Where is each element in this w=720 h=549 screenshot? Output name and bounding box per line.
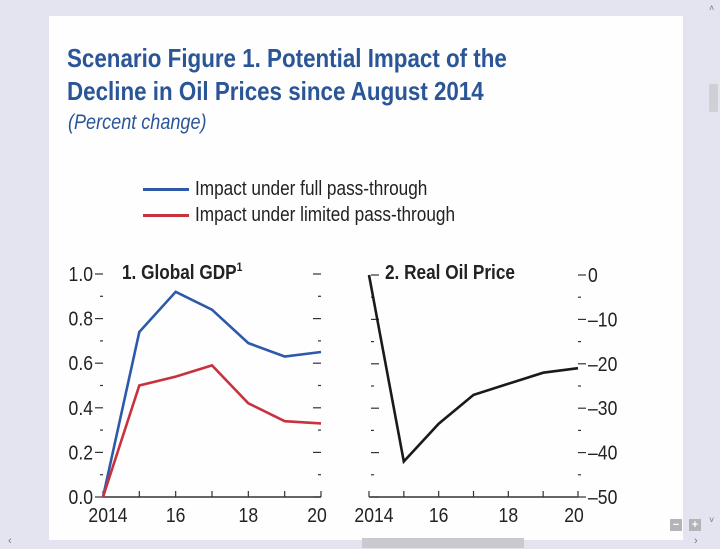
scroll-left-icon[interactable]: ‹ xyxy=(8,535,12,547)
x-tick-label: 18 xyxy=(239,504,259,526)
legend-item-full: Impact under full pass-through xyxy=(143,176,497,202)
y-tick-label: 0.8 xyxy=(69,308,93,330)
zoom-in-button[interactable]: + xyxy=(689,519,701,531)
x-tick-label: 2014 xyxy=(354,504,393,526)
x-tick-label: 18 xyxy=(499,504,519,526)
series-line-primary xyxy=(101,290,322,498)
y-tick-label: 1.0 xyxy=(69,263,93,285)
panel-global-gdp: 2014 16 18 20 0.0 0.2 0.4 0.6 0.8 1.0 1. Global GD… xyxy=(69,261,327,526)
x-tick-label: 16 xyxy=(166,504,186,526)
legend-item-limited: Impact under limited pass-through xyxy=(143,202,497,228)
y-tick-label: –40 xyxy=(588,442,617,464)
x-tick-label: 20 xyxy=(307,504,327,526)
zoom-out-button[interactable]: − xyxy=(670,519,682,531)
x-tick-label: 20 xyxy=(564,504,584,526)
figure-page xyxy=(49,16,683,540)
y-tick-label: 0.4 xyxy=(69,397,93,419)
vertical-scroll-thumb[interactable] xyxy=(709,84,718,112)
y-tick-label: 0 xyxy=(588,264,598,286)
y-tick-label: –50 xyxy=(588,486,617,508)
figure-subtitle: (Percent change) xyxy=(68,111,207,134)
panel-real-oil-price: 2014 16 18 20 0 –10 –20 –30 –40 –50 2. Real Oil Pr… xyxy=(354,261,617,526)
y-tick-label: –20 xyxy=(588,353,617,375)
y-tick-label: 0.2 xyxy=(69,441,93,463)
horizontal-scroll-thumb[interactable] xyxy=(362,538,524,548)
x-tick-label: 2014 xyxy=(88,504,127,526)
series-line-primary xyxy=(367,274,579,465)
legend-swatch-full xyxy=(143,187,189,191)
y-tick-label: –30 xyxy=(588,397,617,419)
scroll-down-icon[interactable]: ˅ xyxy=(709,515,715,525)
figure-title: Scenario Figure 1. Potential Impact of t… xyxy=(67,42,507,108)
legend: Impact under full pass-through Impact un… xyxy=(143,176,497,228)
y-tick-label: –10 xyxy=(588,308,617,330)
x-tick-label: 16 xyxy=(429,504,449,526)
figure-title-line2: Decline in Oil Prices since August 2014 xyxy=(67,76,484,106)
panel-title: 1. Global GDP1 xyxy=(122,261,242,284)
horizontal-scrollbar[interactable]: ‹ › xyxy=(0,535,720,549)
figure-title-line1: Scenario Figure 1. Potential Impact of t… xyxy=(67,43,507,73)
y-tick-label: 0.6 xyxy=(69,352,93,374)
scroll-right-icon[interactable]: › xyxy=(694,535,698,547)
y-tick-label: 0.0 xyxy=(69,486,93,508)
panel-title-superscript: 1 xyxy=(237,261,243,274)
panel-title: 2. Real Oil Price xyxy=(385,261,515,284)
legend-swatch-limited xyxy=(143,213,189,217)
legend-label-full: Impact under full pass-through xyxy=(195,177,428,200)
scroll-up-icon[interactable]: ˄ xyxy=(709,3,715,13)
vertical-scrollbar[interactable]: ˄ ˅ xyxy=(707,0,720,549)
legend-label-limited: Impact under limited pass-through xyxy=(195,203,456,226)
series-line-secondary xyxy=(101,363,322,498)
